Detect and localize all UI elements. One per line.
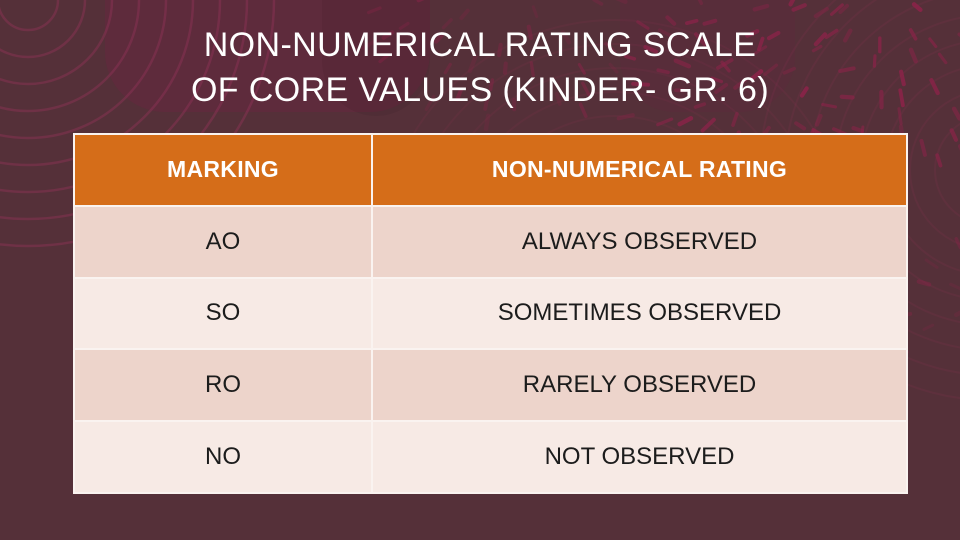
title-line-2: OF CORE VALUES (KINDER- GR. 6)	[190, 71, 770, 109]
table-cell-rating-always-observed: ALWAYS OBSERVED	[373, 206, 906, 277]
slide-title: NON-NUMERICAL RATING SCALE OF CORE VALUE…	[0, 23, 960, 113]
table-cell-rating-sometimes-observed: SOMETIMES OBSERVED	[373, 278, 906, 349]
table-cell-rating-rarely-observed: RARELY OBSERVED	[373, 350, 906, 421]
table-cell-marking-ro: RO	[75, 350, 371, 421]
table-cell-marking-no: NO	[75, 422, 371, 492]
title-line-1: NON-NUMERICAL RATING SCALE	[203, 26, 757, 64]
rating-scale-table: MARKING NON-NUMERICAL RATING AO ALWAYS O…	[73, 133, 908, 494]
column-header-marking: MARKING	[75, 135, 371, 205]
table-cell-rating-not-observed: NOT OBSERVED	[373, 422, 906, 492]
table-cell-marking-so: SO	[75, 278, 371, 349]
column-header-rating: NON-NUMERICAL RATING	[373, 135, 906, 205]
table-cell-marking-ao: AO	[75, 206, 371, 277]
